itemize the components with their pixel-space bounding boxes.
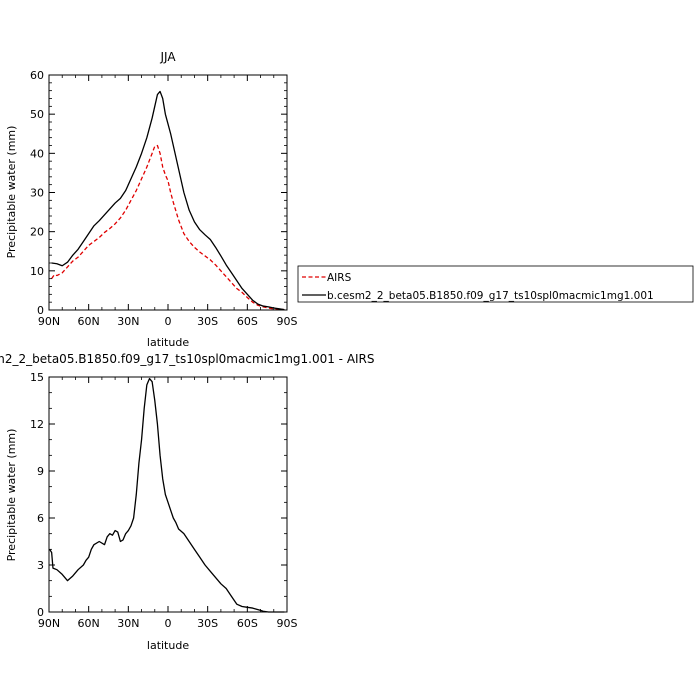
panel-top-x-tick-label: 60N xyxy=(78,315,100,328)
panel-bottom-y-tick-label: 12 xyxy=(30,418,44,431)
panel-top-x-tick-label: 90S xyxy=(277,315,298,328)
panel-bottom-title: b.cesm2_2_beta05.B1850.f09_g17_ts10spl0m… xyxy=(0,352,375,366)
panel-top-y-tick-label: 50 xyxy=(30,108,44,121)
panel-top-series xyxy=(51,90,285,311)
panel-bottom-ticks: 90N 60N 30N 0 30S 60S 90S 0 3 6 9 12 15 xyxy=(30,371,298,630)
panel-top-frame xyxy=(48,74,288,311)
panel-bottom-x-tick-label: 90N xyxy=(38,617,60,630)
panel-bottom-y-tick-label: 15 xyxy=(30,371,44,384)
panel-bottom-frame xyxy=(48,376,288,613)
legend-box xyxy=(297,265,694,303)
panel-top-x-tick-label: 30N xyxy=(117,315,139,328)
panel-bottom-y-tick-label: 0 xyxy=(37,606,44,619)
panel-bottom-y-tick-label: 6 xyxy=(37,512,44,525)
panel-top-x-axis-label: latitude xyxy=(147,336,189,349)
panel-top-title: JJA xyxy=(159,50,176,64)
panel-bottom-y-tick-label: 3 xyxy=(37,559,44,572)
panel-bottom-x-tick-label: 0 xyxy=(165,617,172,630)
panel-top-y-tick-label: 10 xyxy=(30,265,44,278)
panel-top-y-tick-label: 0 xyxy=(37,304,44,317)
panel-top-x-tick-label: 30S xyxy=(197,315,218,328)
panel-top-y-axis-label: Precipitable water (mm) xyxy=(5,126,18,259)
panel-top-ticks: 90N 60N 30N 0 30S 60S 90S 0 10 20 30 40 50 60 xyxy=(30,69,298,328)
panel-top-x-tick-label: 60S xyxy=(237,315,258,328)
panel-bottom-x-axis-label: latitude xyxy=(147,639,189,652)
panel-top-y-tick-label: 20 xyxy=(30,226,44,239)
panel-bottom-y-tick-label: 9 xyxy=(37,465,44,478)
panel-bottom-x-tick-label: 60S xyxy=(237,617,258,630)
panel-top: JJA 90N 60N 30N 0 30S 60S 90S 0 10 20 30 40 50 60 lat… xyxy=(5,50,298,349)
panel-bottom-x-tick-label: 30N xyxy=(117,617,139,630)
panel-top-y-tick-label: 40 xyxy=(30,147,44,160)
panel-bottom-series-line-0 xyxy=(49,377,285,613)
panel-bottom: b.cesm2_2_beta05.B1850.f09_g17_ts10spl0m… xyxy=(0,352,375,652)
panel-bottom-x-tick-label: 90S xyxy=(277,617,298,630)
legend-label-airs: AIRS xyxy=(327,272,352,284)
panel-bottom-series xyxy=(49,377,285,613)
panel-top-series-line-0 xyxy=(51,144,285,311)
panel-top-y-tick-label: 60 xyxy=(30,69,44,82)
legend-label-model: b.cesm2_2_beta05.B1850.f09_g17_ts10spl0m… xyxy=(327,290,654,302)
legend: AIRS b.cesm2_2_beta05.B1850.f09_g17_ts10… xyxy=(297,265,694,303)
panel-bottom-y-axis-label: Precipitable water (mm) xyxy=(5,429,18,562)
panel-top-series-line-1 xyxy=(51,90,285,311)
panel-top-y-tick-label: 30 xyxy=(30,187,44,200)
panel-top-x-tick-label: 90N xyxy=(38,315,60,328)
panel-top-x-tick-label: 0 xyxy=(165,315,172,328)
panel-bottom-x-tick-label: 30S xyxy=(197,617,218,630)
panel-bottom-x-tick-label: 60N xyxy=(78,617,100,630)
